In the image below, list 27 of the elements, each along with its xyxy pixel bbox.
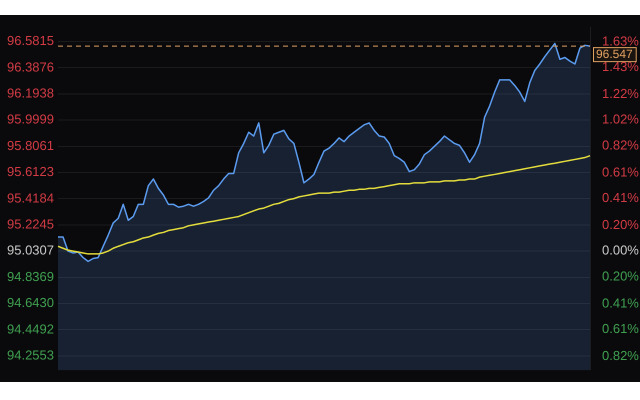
y-tick-label: 95.4184 — [7, 190, 54, 206]
y2-tick-label: 0.20% — [602, 216, 640, 232]
y-tick-label: 95.9999 — [7, 112, 54, 127]
y-tick-label: 95.6123 — [7, 164, 54, 180]
y2-tick-label: 0.41% — [602, 295, 640, 310]
y2-tick-label: 1.02% — [602, 112, 640, 127]
y-tick-label: 94.4492 — [7, 321, 54, 336]
y2-tick-label: 0.20% — [602, 268, 640, 284]
y-tick-label: 96.1938 — [7, 85, 54, 100]
y2-tick-label: 1.22% — [602, 86, 640, 101]
y-tick-label: 94.6430 — [7, 295, 54, 310]
ref-line-label: 96.547 — [596, 46, 634, 61]
y2-tick-label: 1.63% — [602, 33, 640, 48]
y2-tick-label: 0.82% — [602, 348, 640, 364]
y2-tick-label: 1.43% — [602, 58, 640, 74]
y-tick-label: 94.8369 — [7, 268, 54, 284]
y-tick-label: 96.3876 — [7, 59, 54, 74]
y2-tick-label: 0.61% — [602, 321, 640, 336]
y-tick-label: 95.2245 — [7, 216, 54, 232]
y-tick-label: 95.8061 — [7, 138, 54, 153]
y2-tick-label: 0.61% — [602, 164, 640, 180]
y2-tick-label: 0.41% — [602, 190, 640, 206]
y2-tick-label: 0.00% — [602, 242, 640, 258]
y-tick-label: 94.2553 — [7, 348, 54, 363]
y-tick-label: 96.5815 — [7, 33, 54, 48]
y2-tick-label: 0.82% — [602, 137, 640, 152]
y-tick-label: 95.0307 — [7, 242, 54, 258]
